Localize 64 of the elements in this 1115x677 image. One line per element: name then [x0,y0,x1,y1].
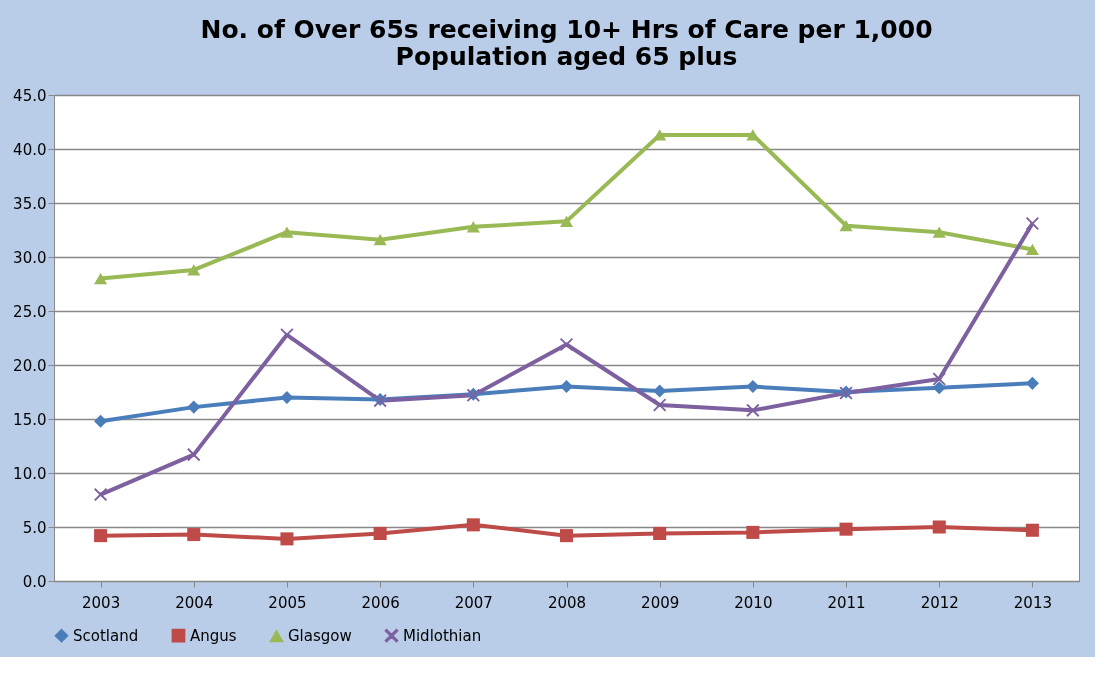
x-tick-label: 2010 [734,593,773,612]
point [373,526,387,540]
x-tick-label: 2008 [547,593,587,612]
x-tick-label: 2003 [82,593,121,612]
point [839,522,853,536]
point [559,380,574,394]
legend-label: Glasgow [288,627,352,646]
point [187,448,201,462]
point [746,129,760,141]
point [932,381,946,395]
point [746,403,760,417]
x-tick-label: 2007 [454,593,493,612]
point [187,528,201,542]
x-tick-label: 2012 [920,593,959,612]
point [1025,523,1039,537]
point [653,129,667,141]
point [746,380,760,394]
point [559,529,574,543]
point [94,488,108,502]
y-tick-label: 15.0 [13,410,47,429]
point [1025,243,1039,256]
y-tick-label: 0.0 [22,572,47,591]
y-tick-label: 20.0 [13,356,47,375]
legend-label: Scotland [73,626,139,645]
x-tick-label: 2004 [175,593,214,612]
legend-label: Midlothian [403,626,482,645]
point [187,400,201,414]
y-tick-label: 35.0 [13,194,47,213]
y-tick-label: 45.0 [13,86,47,105]
point [1025,376,1039,390]
x-tick-label: 2011 [827,593,866,612]
x-tick-label: 2009 [641,593,680,612]
point [280,532,294,546]
point [559,337,574,351]
y-tick-label: 30.0 [13,248,47,267]
point [932,372,946,386]
point [653,384,667,398]
point [280,226,294,238]
legend-label: Angus [190,626,237,645]
point [466,518,480,532]
point [559,215,574,228]
x-tick-label: 2005 [268,593,307,612]
y-tick-label: 25.0 [13,302,47,321]
point [94,272,108,285]
point [373,234,387,246]
point [839,220,853,232]
x-tick-label: 2006 [361,593,400,612]
y-tick-label: 10.0 [13,464,47,483]
y-tick-label: 40.0 [13,140,47,159]
x-tick-label: 2013 [1013,593,1052,612]
point [280,390,294,404]
point [94,414,108,428]
point [653,526,667,540]
chart-title: No. of Over 65s receiving 10+ Hrs of Care per 1,000 Population aged 65 plus [200,15,933,71]
point [653,398,667,412]
point [466,221,480,233]
point [932,226,946,238]
y-tick-label: 5.0 [22,518,47,537]
point [1025,217,1039,231]
point [187,264,201,276]
point [932,520,946,534]
point [280,328,294,342]
point [746,525,760,539]
point [94,529,108,543]
